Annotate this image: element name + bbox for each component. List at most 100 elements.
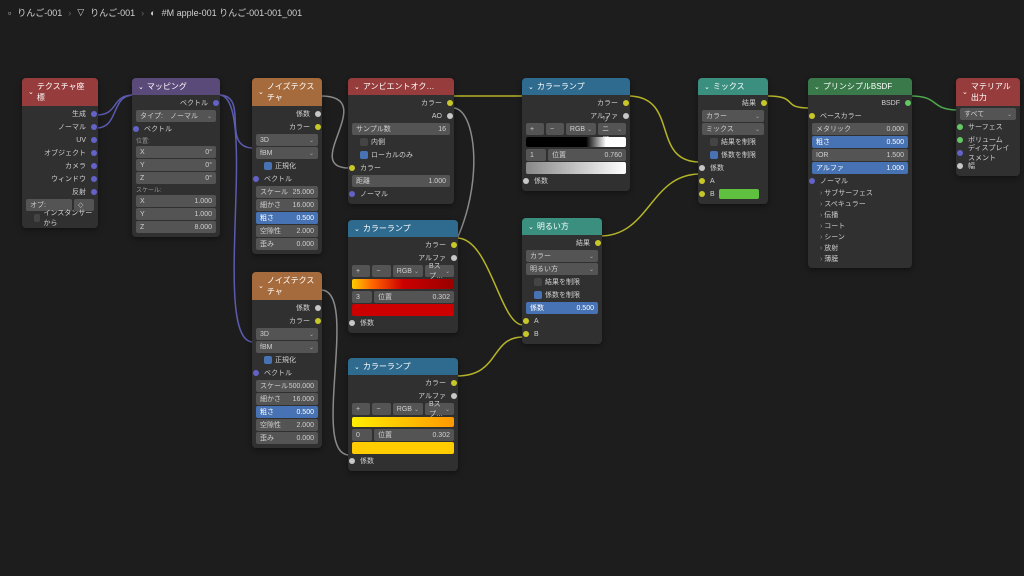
node-ramp3[interactable]: カラーランプ カラー アルファ +−RGBBスプ… 0位置0.302 係数 — [348, 358, 458, 471]
bs-ex0[interactable]: サブサーフェス — [812, 188, 908, 198]
out-uv[interactable]: UV — [26, 134, 94, 146]
out-gen[interactable]: 生成 — [26, 108, 94, 120]
mx-clampR[interactable]: 結果を制限 — [702, 136, 764, 148]
mx-b[interactable]: B — [702, 188, 764, 200]
hdr-mapping[interactable]: マッピング — [132, 78, 220, 95]
r1-col[interactable]: カラー — [526, 97, 626, 109]
bs-base[interactable]: ベースカラー — [812, 110, 908, 122]
out-refl[interactable]: 反射 — [26, 186, 94, 198]
hdr-noise1[interactable]: ノイズテクスチャ — [252, 78, 322, 106]
out-disp[interactable]: ディスプレイスメント — [960, 147, 1016, 159]
bs-ex6[interactable]: 薄膜 — [812, 254, 908, 264]
hdr-noise2[interactable]: ノイズテクスチャ — [252, 272, 322, 300]
node-output[interactable]: マテリアル出力 すべて サーフェス ボリューム ディスプレイスメント 幅 — [956, 78, 1020, 176]
node-noise2[interactable]: ノイズテクスチャ 係数 カラー 3D fBM 正規化 ベクトル スケール500.… — [252, 272, 322, 448]
bs-metal[interactable]: メタリック0.000 — [812, 123, 908, 135]
out-cam[interactable]: カメラ — [26, 160, 94, 172]
ry[interactable]: Y0° — [136, 159, 216, 171]
n2-scale[interactable]: スケール500.000 — [256, 380, 318, 392]
hdr-light[interactable]: 明るい方 — [522, 218, 602, 235]
r3-sub[interactable]: − — [372, 403, 390, 415]
ao-dist[interactable]: 距離1.000 — [352, 175, 450, 187]
n2-dist[interactable]: 歪み0.000 — [256, 432, 318, 444]
r2-n[interactable]: 3 — [352, 291, 372, 303]
node-noise1[interactable]: ノイズテクスチャ 係数 カラー 3D fBM 正規化 ベクトル スケール25.0… — [252, 78, 322, 254]
ao-local[interactable]: ローカルのみ — [352, 149, 450, 161]
hdr-bsdf[interactable]: プリンシプルBSDF — [808, 78, 912, 95]
lt-fac[interactable]: 係数0.500 — [526, 302, 598, 314]
node-bsdf[interactable]: プリンシプルBSDF BSDF ベースカラー メタリック0.000 粗さ0.50… — [808, 78, 912, 268]
r2-col[interactable]: カラー — [352, 239, 454, 251]
lt-a[interactable]: A — [526, 315, 598, 327]
mx-fac[interactable]: 係数 — [702, 162, 764, 174]
out-thick[interactable]: 幅 — [960, 160, 1016, 172]
bs-rough[interactable]: 粗さ0.500 — [812, 136, 908, 148]
ao-incol[interactable]: カラー — [352, 162, 450, 174]
r1-pos[interactable]: 位置0.760 — [548, 149, 626, 161]
mx-out[interactable]: 結果 — [702, 97, 764, 109]
out-surf[interactable]: サーフェス — [960, 121, 1016, 133]
bc-a[interactable]: りんご-001 — [17, 6, 62, 19]
n2-det[interactable]: 細かさ16.000 — [256, 393, 318, 405]
r1-a[interactable]: アルファ — [526, 110, 626, 122]
sz[interactable]: Z8.000 — [136, 221, 216, 233]
ao-ao[interactable]: AO — [352, 110, 450, 122]
r2-add[interactable]: + — [352, 265, 370, 277]
in-vec[interactable]: ベクトル — [136, 123, 216, 135]
lt-mode[interactable]: 明るい方 — [526, 263, 598, 275]
r3-int[interactable]: Bスプ… — [425, 403, 454, 415]
sy[interactable]: Y1.000 — [136, 208, 216, 220]
bs-ex5[interactable]: 放射 — [812, 243, 908, 253]
n1-norm[interactable]: 正規化 — [256, 160, 318, 172]
n1-sm[interactable]: fBM — [256, 147, 318, 159]
r2-pos[interactable]: 位置0.302 — [374, 291, 454, 303]
rz[interactable]: Z0° — [136, 172, 216, 184]
r2-mode[interactable]: RGB — [393, 265, 423, 277]
hdr-ao[interactable]: アンビエントオク… — [348, 78, 454, 95]
n2-norm[interactable]: 正規化 — [256, 354, 318, 366]
n2-sm[interactable]: fBM — [256, 341, 318, 353]
r3-n[interactable]: 0 — [352, 429, 372, 441]
r2-swatch[interactable] — [352, 304, 454, 316]
node-texcoord[interactable]: テクスチャ座標 生成 ノーマル UV オブジェクト カメラ ウィンドウ 反射 オ… — [22, 78, 98, 228]
n2-fac[interactable]: 係数 — [256, 302, 318, 314]
n2-dim[interactable]: 3D — [256, 328, 318, 340]
r3-fac[interactable]: 係数 — [352, 455, 454, 467]
n1-det[interactable]: 細かさ16.000 — [256, 199, 318, 211]
n2-rough[interactable]: 粗さ0.500 — [256, 406, 318, 418]
hdr-ramp1[interactable]: カラーランプ — [522, 78, 630, 95]
n2-lac[interactable]: 空隙性2.000 — [256, 419, 318, 431]
hdr-ramp3[interactable]: カラーランプ — [348, 358, 458, 375]
ao-col[interactable]: カラー — [352, 97, 450, 109]
r1-grad[interactable] — [526, 137, 626, 147]
out-norm[interactable]: ノーマル — [26, 121, 94, 133]
mx-mode[interactable]: ミックス — [702, 123, 764, 135]
mx-clampF[interactable]: 係数を制限 — [702, 149, 764, 161]
bs-ior[interactable]: IOR1.500 — [812, 149, 908, 161]
r2-fac[interactable]: 係数 — [352, 317, 454, 329]
bc-b[interactable]: りんご-001 — [90, 6, 135, 19]
cb-inst[interactable]: インスタンサーから — [26, 212, 94, 224]
n1-col[interactable]: カラー — [256, 121, 318, 133]
r1-mode[interactable]: RGB — [566, 123, 596, 135]
hdr-out[interactable]: マテリアル出力 — [956, 78, 1020, 106]
bs-alpha[interactable]: アルファ1.000 — [812, 162, 908, 174]
n2-vec[interactable]: ベクトル — [256, 367, 318, 379]
r1-sub[interactable]: − — [546, 123, 564, 135]
out-vec[interactable]: ベクトル — [136, 97, 216, 109]
r2-int[interactable]: Bスプ… — [425, 265, 454, 277]
lt-clampR[interactable]: 結果を制限 — [526, 276, 598, 288]
r1-fac[interactable]: 係数 — [526, 175, 626, 187]
ao-samples[interactable]: サンプル数16 — [352, 123, 450, 135]
node-ao[interactable]: アンビエントオク… カラー AO サンプル数16 内側 ローカルのみ カラー 距… — [348, 78, 454, 204]
hdr-ramp2[interactable]: カラーランプ — [348, 220, 458, 237]
node-ramp2[interactable]: カラーランプ カラー アルファ +−RGBBスプ… 3位置0.302 係数 — [348, 220, 458, 333]
bs-norm[interactable]: ノーマル — [812, 175, 908, 187]
bs-ex3[interactable]: コート — [812, 221, 908, 231]
lt-b[interactable]: B — [526, 328, 598, 340]
n1-vec[interactable]: ベクトル — [256, 173, 318, 185]
r3-col[interactable]: カラー — [352, 377, 454, 389]
r3-a[interactable]: アルファ — [352, 390, 454, 402]
r1-swatch[interactable] — [526, 162, 626, 174]
n1-fac[interactable]: 係数 — [256, 108, 318, 120]
